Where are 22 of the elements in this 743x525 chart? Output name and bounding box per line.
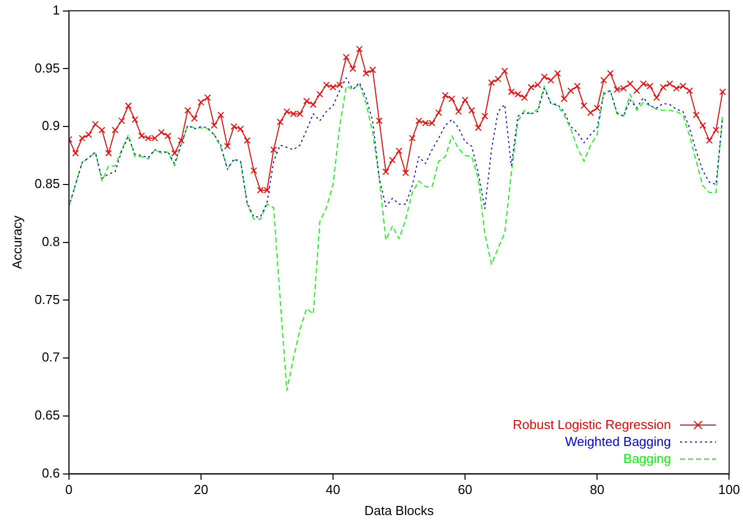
y-tick-label: 1	[52, 2, 60, 18]
x-axis-title: Data Blocks	[364, 502, 434, 518]
y-tick-label: 0.6	[42, 465, 60, 480]
x-tick-label: 60	[458, 482, 472, 498]
line-series	[68, 83, 724, 391]
y-tick-label: 0.7	[42, 350, 60, 365]
y-tick-label: 0.9	[42, 118, 60, 134]
legend-label: Weighted Bagging	[564, 433, 671, 450]
legend-label: Bagging	[623, 450, 671, 467]
y-tick-label: 0.85	[34, 176, 60, 192]
y-axis-title: Accuracy	[9, 215, 24, 270]
line-series	[68, 77, 724, 218]
x-tick-label: 80	[590, 482, 604, 498]
y-tick-label: 0.75	[34, 292, 60, 307]
legend-label: Robust Logistic Regression	[512, 416, 671, 433]
y-tick-label: 0.95	[34, 60, 60, 76]
x-tick-label: 20	[194, 482, 208, 498]
x-tick-label: 0	[65, 482, 73, 498]
x-tick-label: 40	[326, 482, 340, 498]
y-tick-label: 0.65	[34, 408, 60, 423]
x-tick-label: 100	[718, 482, 740, 498]
y-tick-label: 0.8	[42, 234, 60, 249]
